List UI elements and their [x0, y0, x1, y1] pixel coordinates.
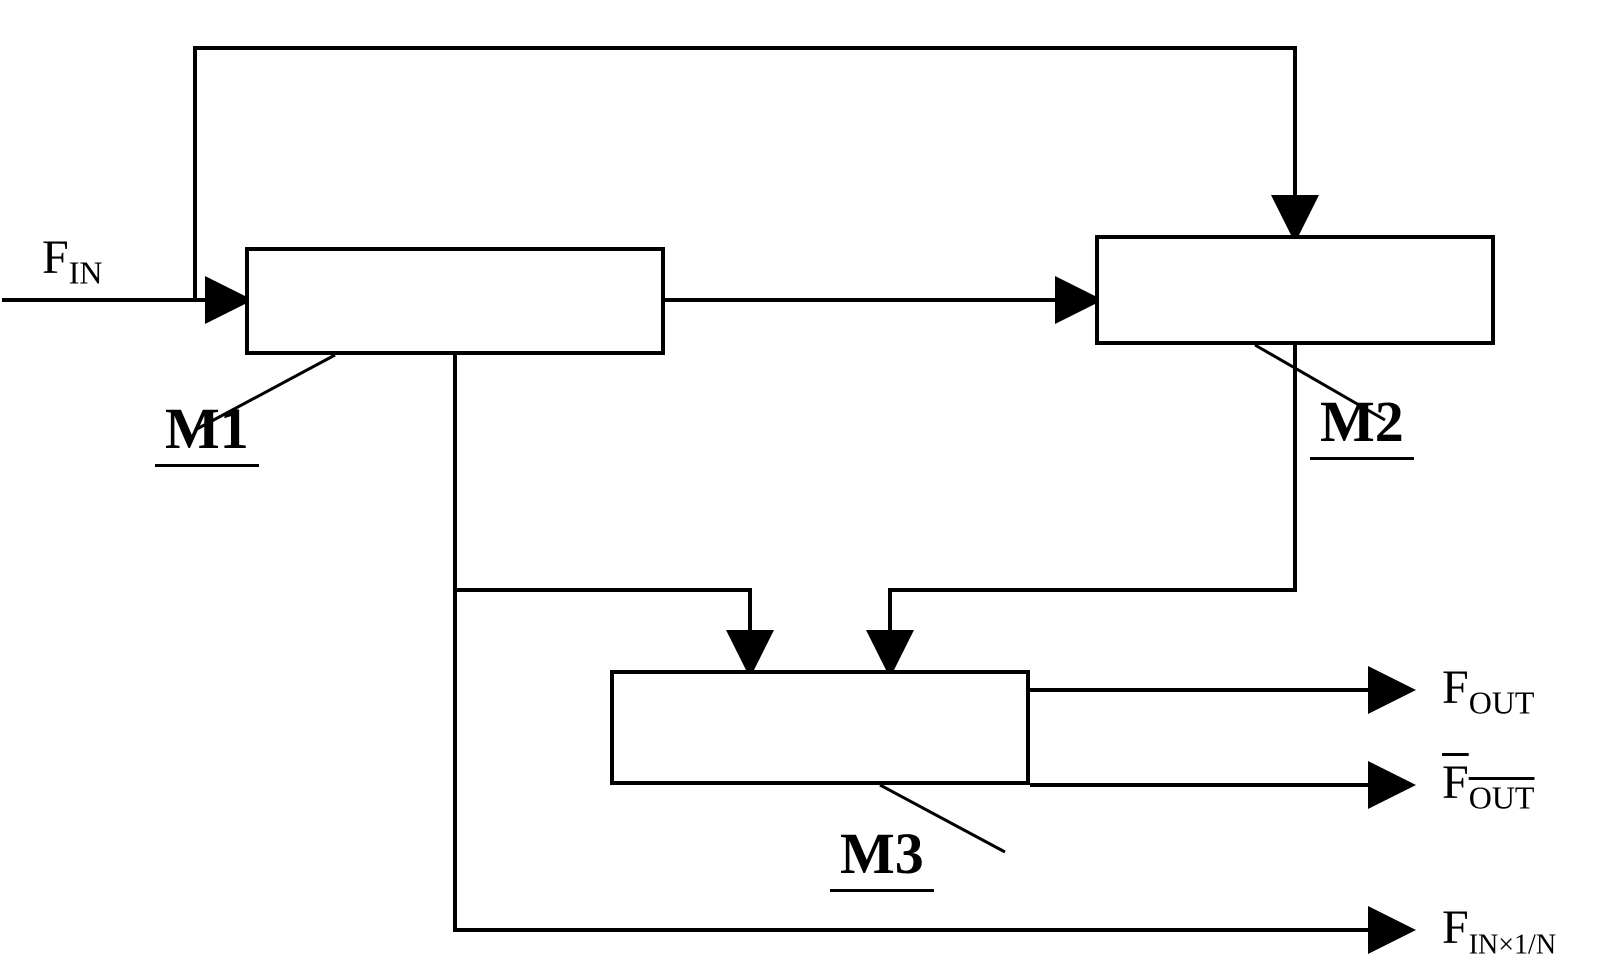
- signal-fin-text: F: [42, 231, 69, 284]
- signal-fout-sub: OUT: [1469, 685, 1535, 721]
- block-m1: [245, 247, 665, 355]
- block-m2: [1095, 235, 1495, 345]
- label-m2: M2: [1310, 388, 1414, 460]
- diagram-svg: [0, 0, 1616, 968]
- signal-foutbar: FOUT: [1442, 755, 1534, 817]
- edge-m1-m3: [455, 355, 750, 670]
- signal-fin1n: FIN×1/N: [1442, 900, 1556, 962]
- label-m1: M1: [155, 395, 259, 467]
- edge-m2-m3: [890, 345, 1295, 670]
- signal-fout-text: F: [1442, 661, 1469, 714]
- signal-fin-sub: IN: [69, 255, 103, 291]
- block-m3: [610, 670, 1030, 785]
- signal-foutbar-text: FOUT: [1442, 756, 1534, 809]
- signal-fin: FIN: [42, 230, 102, 292]
- signal-fout: FOUT: [1442, 660, 1534, 722]
- label-m3: M3: [830, 820, 934, 892]
- signal-fin1n-text: F: [1442, 901, 1469, 954]
- signal-fin1n-sub: IN×1/N: [1469, 930, 1556, 961]
- diagram-canvas: M1 M2 M3 FIN FOUT FOUT FIN×1/N: [0, 0, 1616, 968]
